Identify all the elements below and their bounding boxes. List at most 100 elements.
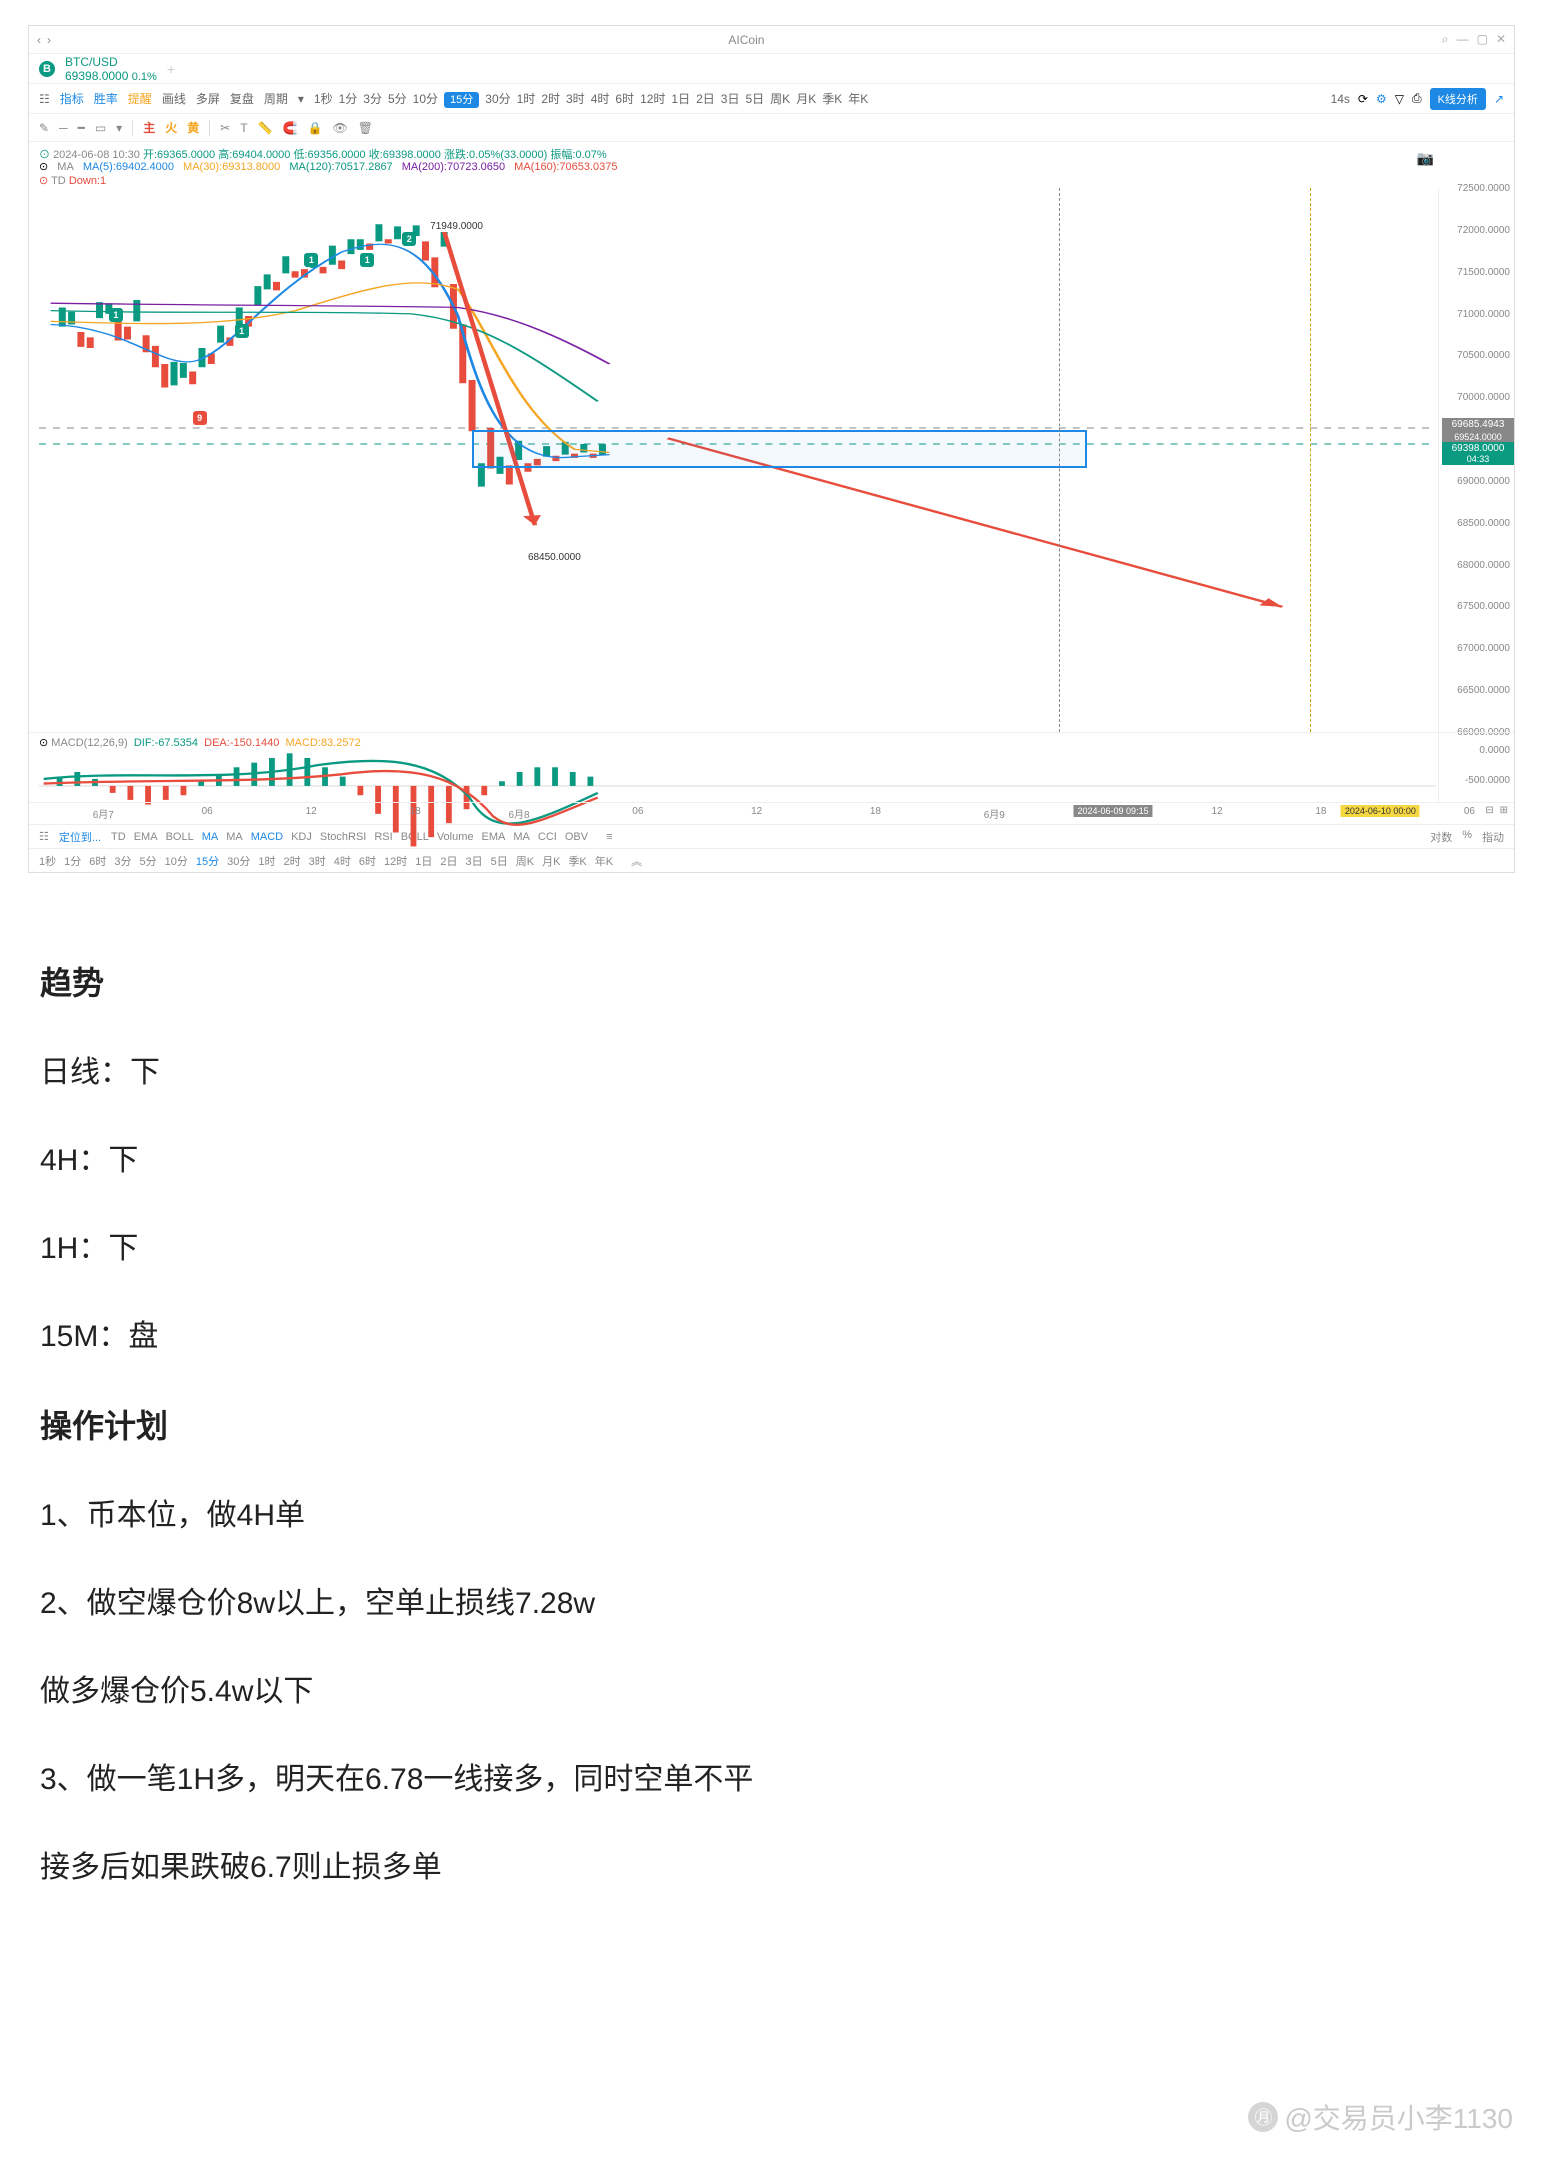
macd-plot[interactable] — [39, 751, 1436, 798]
title-bar: ‹ › AICoin ⌕ — ▢ ✕ — [29, 26, 1514, 54]
td-eye-icon[interactable]: ⊙ — [39, 175, 48, 187]
tb-draw[interactable]: 画线 — [162, 90, 186, 107]
y-tick: 66500.0000 — [1457, 685, 1510, 696]
share-icon[interactable]: ↗ — [1494, 92, 1504, 106]
period-1日[interactable]: 1日 — [671, 92, 690, 106]
eye-icon[interactable]: 👁 — [333, 121, 348, 135]
tool-icon[interactable]: ✂ — [220, 121, 230, 135]
lock-icon[interactable]: 🔒 — [308, 121, 323, 135]
chart-body: ⊙ 2024-06-08 10:30 开:69365.0000 高:69404.… — [29, 142, 1514, 732]
tb-alert[interactable]: 提醒 — [128, 90, 152, 107]
search-icon[interactable]: ⌕ — [1442, 32, 1449, 47]
tab-icon[interactable]: ☷ — [39, 92, 50, 106]
y-tick: 71000.0000 — [1457, 309, 1510, 320]
period-1时[interactable]: 1时 — [517, 92, 536, 106]
ruler-icon[interactable]: 📏 — [258, 121, 273, 135]
rect-icon[interactable]: ▭ — [95, 121, 106, 135]
y-tick: 67500.0000 — [1457, 601, 1510, 612]
period-1分[interactable]: 1分 — [339, 92, 358, 106]
y-tick: 72000.0000 — [1457, 225, 1510, 236]
chart-plot[interactable]: 71949.0000 68450.0000 191112 — [39, 188, 1436, 732]
tb-period[interactable]: 周期 — [264, 90, 288, 107]
x-tick: 6月8 — [508, 806, 529, 821]
close-icon[interactable]: ✕ — [1496, 32, 1506, 47]
tb-multi[interactable]: 多屏 — [196, 90, 220, 107]
maximize-icon[interactable]: ▢ — [1477, 32, 1488, 47]
price-tag-ma: 69685.4943 — [1442, 418, 1514, 431]
line-icon[interactable]: ─ — [59, 121, 68, 135]
plan-1: 1、币本位，做4H单 — [40, 1492, 1503, 1540]
period-季K[interactable]: 季K — [822, 92, 842, 106]
text-icon[interactable]: T — [240, 121, 247, 135]
period-10分[interactable]: 10分 — [413, 92, 438, 106]
support-zone-box[interactable] — [472, 430, 1087, 468]
td-readout: ⊙ TD Down:1 — [39, 174, 106, 187]
plan-3: 3、做一笔1H多，明天在6.78一线接多，同时空单不平 — [40, 1756, 1503, 1804]
minimize-icon[interactable]: — — [1457, 32, 1469, 47]
style-main[interactable]: 主 — [143, 119, 155, 136]
tb-winrate[interactable]: 胜率 — [94, 90, 118, 107]
plan-2b: 做多爆仓价5.4w以下 — [40, 1668, 1503, 1716]
period-30分[interactable]: 30分 — [485, 92, 510, 106]
zoom-in-icon[interactable]: ⊞ — [1500, 805, 1508, 816]
period-list: 1秒 1分 3分 5分 10分 15分 30分 1时 2时 3时 4时 6时 12时 1日 2日 3日 5日周K… — [314, 90, 874, 107]
period-1秒[interactable]: 1秒 — [314, 92, 333, 106]
settings-icon[interactable]: ⚙ — [1376, 92, 1387, 106]
plan-3b: 接多后如果跌破6.7则止损多单 — [40, 1844, 1503, 1892]
period-5分[interactable]: 5分 — [388, 92, 407, 106]
hline-icon[interactable]: ━ — [78, 121, 85, 135]
trash-icon[interactable]: 🗑 — [358, 121, 373, 135]
symbol-tab[interactable]: BTC/USD 69398.0000 0.1% — [65, 55, 157, 83]
x-tick: 06 — [202, 806, 213, 817]
titlebar-left: ‹ › — [37, 33, 51, 47]
ind-pct[interactable]: % — [1462, 829, 1472, 845]
vline-gray — [1059, 188, 1060, 732]
period-5日[interactable]: 5日 — [745, 92, 764, 106]
style-sub[interactable]: 火 — [165, 119, 177, 136]
period-2时[interactable]: 2时 — [541, 92, 560, 106]
back-icon[interactable]: ‹ — [37, 33, 41, 47]
period-3分[interactable]: 3分 — [363, 92, 382, 106]
style-third[interactable]: 黄 — [187, 119, 199, 136]
titlebar-right: ⌕ — ▢ ✕ — [1442, 32, 1506, 47]
period-月K[interactable]: 月K — [796, 92, 816, 106]
pencil-icon[interactable]: ✎ — [39, 121, 49, 135]
td-marker: 1 — [235, 324, 249, 338]
dropdown-icon[interactable]: ▾ — [116, 121, 122, 135]
tb-dropdown-icon[interactable]: ▾ — [298, 92, 304, 106]
ind-move[interactable]: 指动 — [1482, 829, 1504, 845]
y-tick: 70000.0000 — [1457, 392, 1510, 403]
period-2日[interactable]: 2日 — [696, 92, 715, 106]
snapshot-icon[interactable]: 📷 — [1417, 150, 1434, 167]
refresh-icon[interactable]: ⟳ — [1358, 92, 1368, 106]
symbol-change: 0.1% — [132, 71, 157, 83]
tb-indicator[interactable]: 指标 — [60, 90, 84, 107]
tb-replay[interactable]: 复盘 — [230, 90, 254, 107]
magnet-icon[interactable]: 🧲 — [283, 121, 298, 135]
y-axis: 72500.000072000.000071500.000071000.0000… — [1438, 188, 1514, 732]
time-axis: 6月70612186月80612186月906121806 2024-06-09… — [29, 802, 1514, 824]
add-tab-button[interactable]: + — [167, 61, 175, 77]
period-4时[interactable]: 4时 — [591, 92, 610, 106]
filter-icon[interactable]: ▽ — [1395, 92, 1404, 106]
period-3日[interactable]: 3日 — [721, 92, 740, 106]
camera-icon[interactable]: ⎙ — [1412, 91, 1422, 106]
macd-panel: ⊙ MACD(12,26,9) DIF:-67.5354 DEA:-150.14… — [29, 732, 1514, 802]
kline-analysis-button[interactable]: K线分析 — [1430, 88, 1486, 110]
period-3时[interactable]: 3时 — [566, 92, 585, 106]
td-marker: 9 — [193, 411, 207, 425]
zoom-out-icon[interactable]: ⊟ — [1485, 805, 1493, 816]
watermark-text: @交易员小李1130 — [1284, 2097, 1513, 2137]
y-tick: 68500.0000 — [1457, 518, 1510, 529]
period-12时[interactable]: 12时 — [640, 92, 665, 106]
trend-15m: 15M：盘 — [40, 1313, 1503, 1361]
y-tick: 72500.0000 — [1457, 183, 1510, 194]
x-tick: 6月7 — [93, 806, 114, 821]
ma-eye-icon[interactable]: ⊙ — [39, 161, 48, 173]
period-6时[interactable]: 6时 — [615, 92, 634, 106]
x-tick: 6月9 — [984, 806, 1005, 821]
period-15分[interactable]: 15分 — [444, 92, 479, 108]
period-年K[interactable]: 年K — [848, 92, 868, 106]
macd-eye-icon[interactable]: ⊙ — [39, 737, 48, 749]
period-周K[interactable]: 周K — [770, 92, 790, 106]
